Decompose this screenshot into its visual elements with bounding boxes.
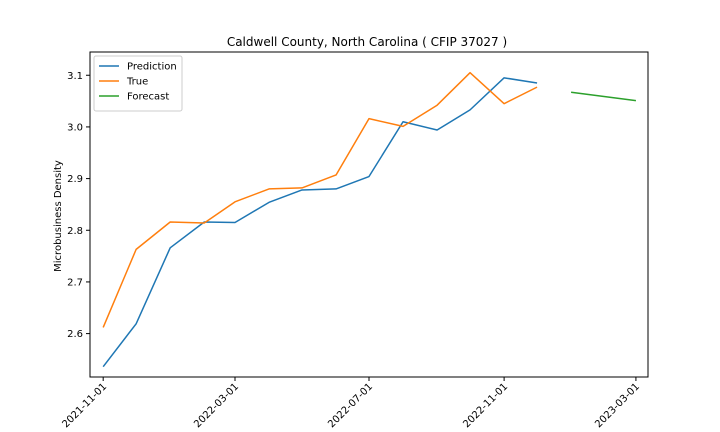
y-tick-label: 2.8 [67, 226, 83, 237]
x-tick-label: 2023-03-01 [593, 381, 642, 430]
legend-label-prediction: Prediction [127, 62, 177, 73]
series-line-true [102, 71, 538, 328]
x-tick-label: 2021-11-01 [60, 381, 109, 430]
y-axis-label: Microbusiness Density [53, 160, 64, 272]
series-lines [102, 71, 637, 368]
plot-area-frame [89, 51, 649, 378]
x-tick-label: 2022-11-01 [461, 381, 510, 430]
y-tick-label: 3.0 [67, 122, 83, 133]
axis-ticks: 2.6 2.7 2.8 2.9 3.0 3.1 2021-11-01 2022-03-01 20… [60, 71, 642, 430]
y-tick-label: 2.9 [67, 174, 83, 185]
legend-label-forecast: Forecast [127, 92, 169, 103]
y-tick-label: 2.7 [67, 277, 83, 288]
series-line-prediction [102, 77, 538, 368]
chart-title: Caldwell County, North Carolina ( CFIP 3… [227, 35, 507, 49]
legend-label-true: True [126, 77, 148, 88]
legend-box [93, 55, 183, 112]
series-line-forecast [571, 91, 637, 102]
x-tick-label: 2022-03-01 [192, 381, 241, 430]
x-tick-label: 2022-07-01 [326, 381, 375, 430]
y-tick-label: 3.1 [67, 71, 83, 82]
y-tick-label: 2.6 [67, 329, 83, 340]
legend: Prediction True Forecast [93, 55, 183, 112]
